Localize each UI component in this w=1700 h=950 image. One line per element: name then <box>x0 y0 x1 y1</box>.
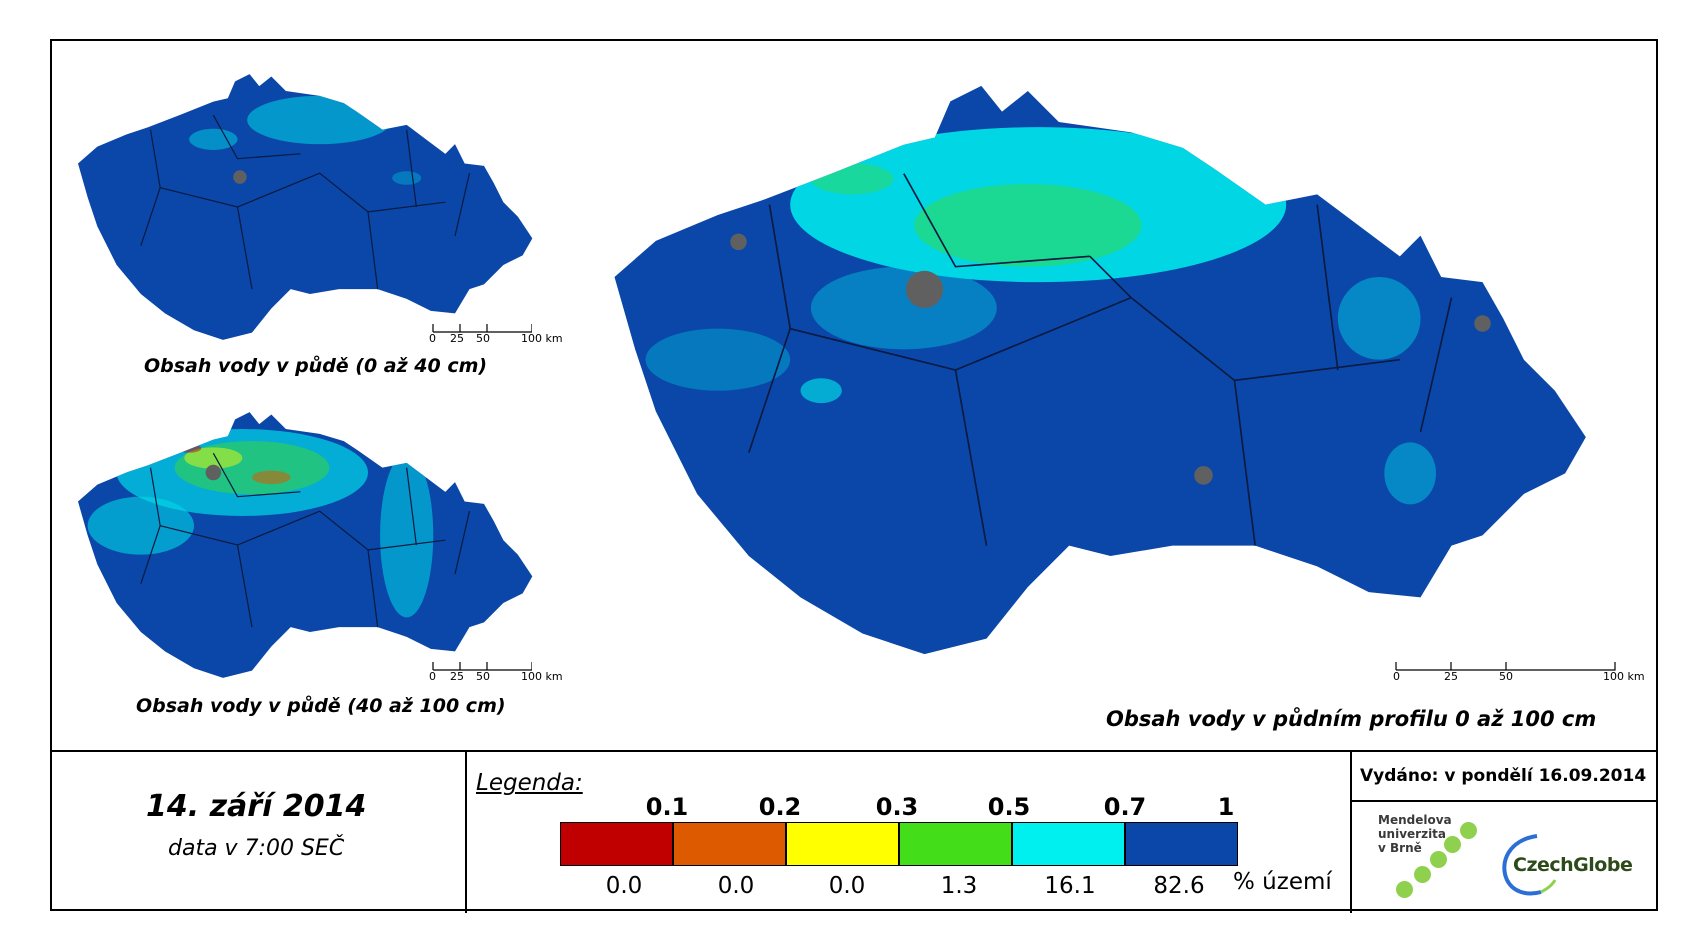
logo-text: univerzita <box>1378 827 1447 841</box>
date-time: data v 7:00 SEČ <box>168 836 345 861</box>
scalebar-subsoil <box>432 656 533 675</box>
logo-dot <box>1430 851 1447 868</box>
czechglobe-logo: CzechGlobe <box>1497 832 1633 902</box>
scale-label-100: 100 km <box>521 332 563 345</box>
map-subsoil-shape <box>78 412 533 678</box>
divider <box>1350 752 1352 913</box>
title-subsoil: Obsah vody v půdě (40 až 100 cm) <box>136 695 506 717</box>
logo-dot <box>1396 881 1413 898</box>
legend-threshold: 0.2 <box>758 793 802 821</box>
legend-percentage: 82.6 <box>1153 873 1205 899</box>
legend-swatch <box>786 822 899 866</box>
divider <box>465 752 467 913</box>
legend-threshold: 0.5 <box>987 793 1031 821</box>
legend-threshold: 0.1 <box>645 793 689 821</box>
logo-text: Mendelova <box>1378 813 1452 827</box>
scale-label-50: 50 <box>1499 670 1513 683</box>
scale-label-25: 25 <box>450 332 464 345</box>
legend-threshold: 0.3 <box>875 793 919 821</box>
logo-dot <box>1414 866 1431 883</box>
map-topsoil <box>65 62 555 352</box>
legend-percentage: 0.0 <box>717 873 755 899</box>
scale-label-25: 25 <box>1444 670 1458 683</box>
scale-label-25: 25 <box>450 670 464 683</box>
date-main: 14. září 2014 <box>146 789 367 824</box>
legend-swatch <box>673 822 786 866</box>
issued-date: Vydáno: v pondělí 16.09.2014 <box>1360 766 1647 786</box>
legend-threshold: 1 <box>1217 793 1235 821</box>
logo-text: CzechGlobe <box>1513 854 1633 876</box>
scale-label-0: 0 <box>429 670 436 683</box>
legend-percentage: 0.0 <box>828 873 866 899</box>
map-profile <box>568 60 1653 680</box>
legend-percentage: 0.0 <box>605 873 643 899</box>
scale-label-0: 0 <box>429 332 436 345</box>
scalebar-topsoil <box>432 318 533 337</box>
map-frame <box>50 39 1658 911</box>
scale-label-50: 50 <box>476 670 490 683</box>
scale-label-100: 100 km <box>1603 670 1645 683</box>
legend-swatch <box>899 822 1012 866</box>
scale-label-100: 100 km <box>521 670 563 683</box>
logo-text: v Brně <box>1378 841 1422 855</box>
legend-swatch <box>560 822 673 866</box>
map-profile-shape <box>614 85 1586 655</box>
divider <box>1352 800 1658 802</box>
scale-label-50: 50 <box>476 332 490 345</box>
legend-threshold: 0.7 <box>1103 793 1147 821</box>
title-profile: Obsah vody v půdním profilu 0 až 100 cm <box>1106 707 1597 731</box>
legend-percentage: 16.1 <box>1044 873 1096 899</box>
map-subsoil <box>65 400 555 690</box>
legend-swatch <box>1012 822 1125 866</box>
scale-label-0: 0 <box>1393 670 1400 683</box>
legend-unit: % území <box>1233 869 1332 895</box>
legend-swatch <box>1125 822 1238 866</box>
czechglobe-swoosh-icon <box>1502 834 1557 896</box>
logo-dot <box>1444 836 1461 853</box>
legend-percentage: 1.3 <box>940 873 978 899</box>
map-topsoil-shape <box>78 74 533 340</box>
logo-dot <box>1460 822 1477 839</box>
scalebar-profile <box>1395 656 1616 675</box>
info-strip: 14. září 2014 data v 7:00 SEČ Legenda: 0… <box>50 750 1658 913</box>
legend-title: Legenda: <box>476 770 583 796</box>
title-topsoil: Obsah vody v půdě (0 až 40 cm) <box>144 355 488 377</box>
